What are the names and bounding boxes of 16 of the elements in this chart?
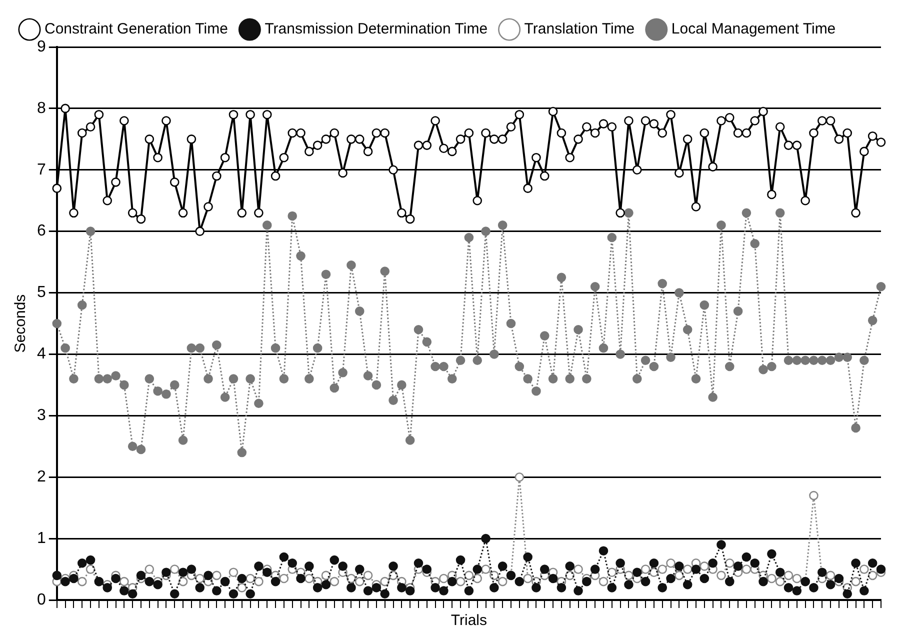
y-tick-label: 3 [36, 407, 46, 424]
legend-label: Translation Time [524, 20, 635, 38]
y-tick-label: 2 [36, 468, 46, 486]
y-tick-label: 7 [36, 161, 46, 178]
y-tick-label: 1 [36, 530, 46, 547]
legend-label: Constraint Generation Time [44, 20, 228, 38]
y-tick-label: 8 [36, 100, 46, 117]
legend-label: Transmission Determination Time [264, 20, 488, 38]
y-tick-label: 4 [36, 346, 46, 363]
y-tick-label: 5 [36, 284, 46, 302]
legend-label: Local Management Time [671, 20, 836, 38]
y-axis-title: Seconds [12, 294, 30, 353]
y-tick-label: 6 [36, 222, 46, 240]
x-axis-title: Trials [450, 612, 488, 630]
y-tick-label: 9 [36, 38, 46, 56]
y-tick-label: 0 [36, 591, 46, 608]
